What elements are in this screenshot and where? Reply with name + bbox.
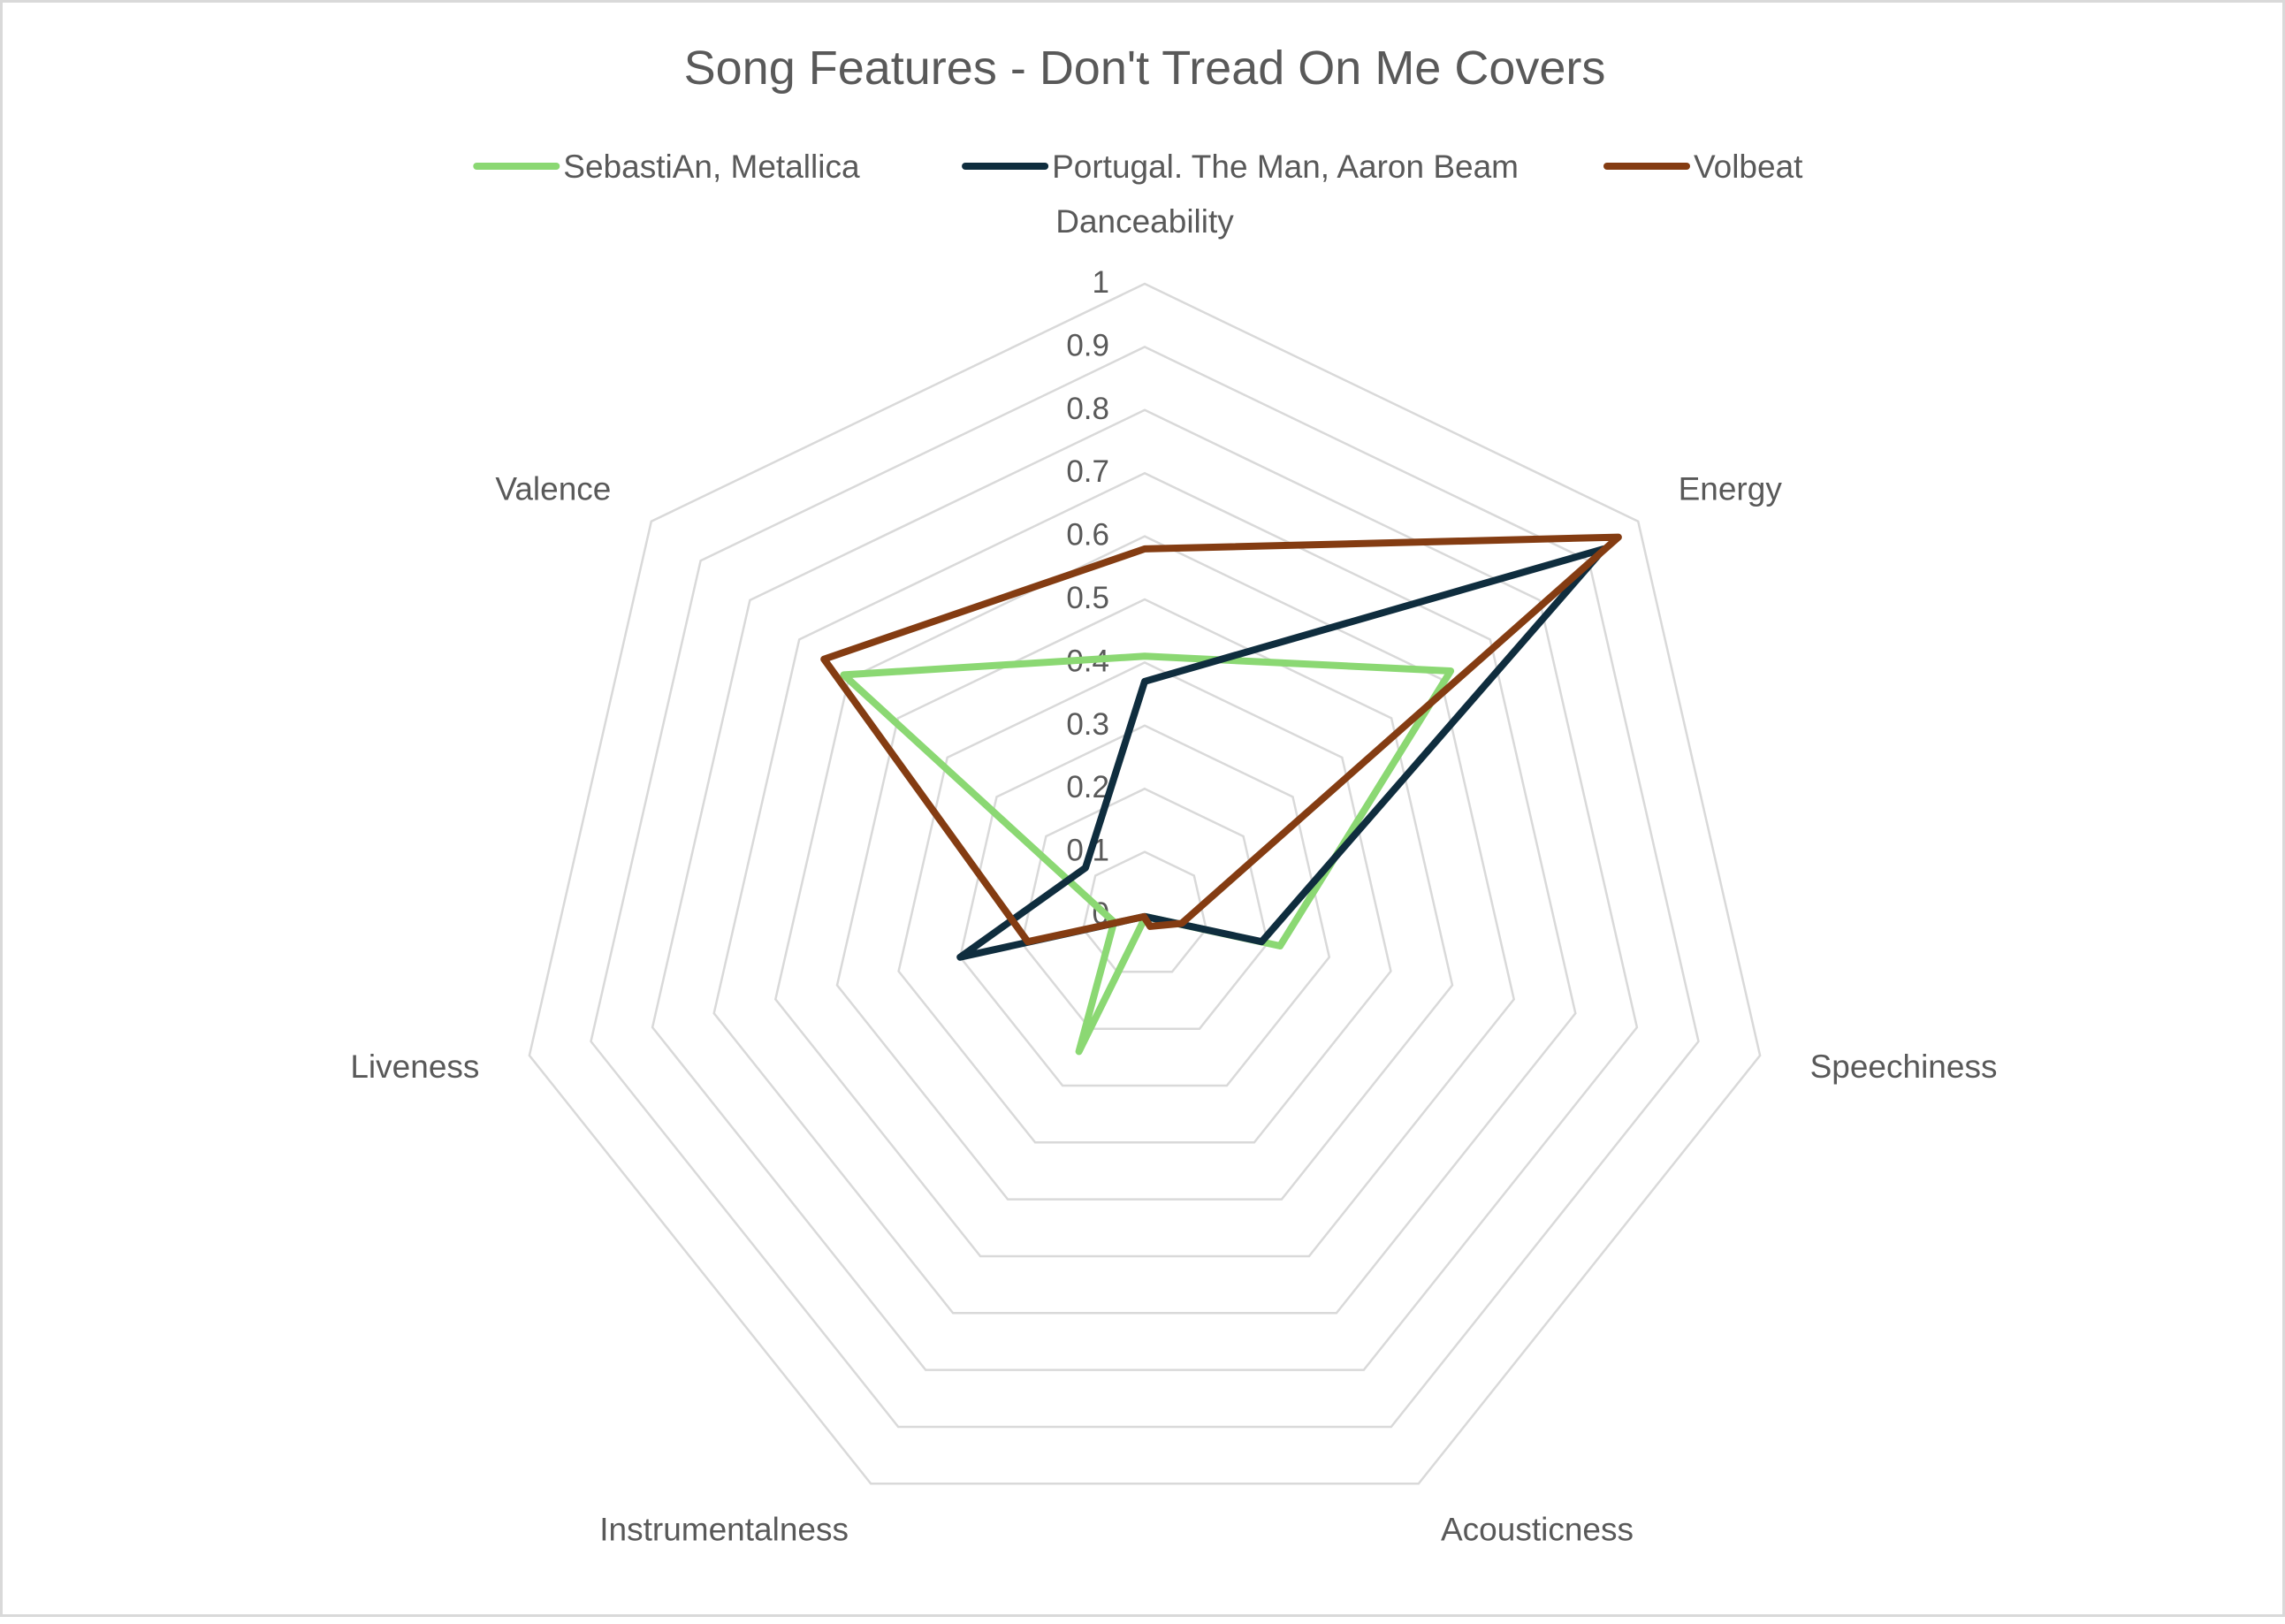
tick-label: 0.7 bbox=[1066, 454, 1109, 489]
tick-label: 0.2 bbox=[1066, 770, 1109, 804]
grid-ring bbox=[1020, 787, 1269, 1030]
series-line-2 bbox=[956, 545, 1608, 961]
axis-labels: Danceability Energy Speechiness Acousticnes… bbox=[350, 203, 1997, 1548]
grid-ring bbox=[897, 661, 1392, 1144]
grid-ring bbox=[958, 724, 1331, 1087]
legend-label: Portugal. The Man, Aaron Beam bbox=[1052, 149, 1519, 185]
legend-item-2: Portugal. The Man, Aaron Beam bbox=[962, 149, 1519, 185]
axis-label: Energy bbox=[1679, 471, 1783, 507]
axis-label: Speechiness bbox=[1810, 1048, 1998, 1085]
grid-ring bbox=[528, 282, 1762, 1485]
tick-labels: 00.10.20.30.40.50.60.70.80.91 bbox=[1066, 265, 1109, 931]
radar-chart: Song Features - Don't Tread On Me Covers… bbox=[350, 42, 1997, 1548]
chart-title: Song Features - Don't Tread On Me Covers bbox=[684, 42, 1606, 95]
tick-label: 0.9 bbox=[1066, 328, 1109, 362]
series-lines bbox=[820, 533, 1622, 1056]
grid-ring bbox=[651, 408, 1639, 1371]
tick-label: 1 bbox=[1093, 265, 1109, 300]
legend-label: Volbeat bbox=[1694, 149, 1803, 185]
radar-grid bbox=[528, 282, 1762, 1485]
axis-label: Danceability bbox=[1055, 203, 1234, 240]
axis-label: Instrumentalness bbox=[599, 1512, 849, 1548]
series-line-3 bbox=[820, 533, 1622, 946]
tick-label: 0.5 bbox=[1066, 581, 1109, 615]
grid-ring bbox=[1082, 850, 1207, 973]
grid-ring bbox=[590, 346, 1700, 1429]
legend-item-1: SebastiAn, Metallica bbox=[473, 149, 860, 185]
tick-label: 0.6 bbox=[1066, 518, 1109, 553]
legend: SebastiAn, Metallica Portugal. The Man, A… bbox=[473, 149, 1803, 185]
tick-label: 0.8 bbox=[1066, 392, 1109, 426]
series-line-1 bbox=[840, 652, 1455, 1056]
axis-label: Liveness bbox=[350, 1048, 479, 1085]
legend-label: SebastiAn, Metallica bbox=[563, 149, 860, 185]
tick-label: 0.3 bbox=[1066, 707, 1109, 742]
axis-label: Valence bbox=[495, 471, 611, 507]
legend-item-3: Volbeat bbox=[1603, 149, 1803, 185]
grid-ring bbox=[712, 471, 1577, 1315]
grid-ring bbox=[773, 535, 1516, 1258]
grid-ring bbox=[835, 598, 1454, 1201]
axis-label: Acousticness bbox=[1441, 1512, 1634, 1548]
